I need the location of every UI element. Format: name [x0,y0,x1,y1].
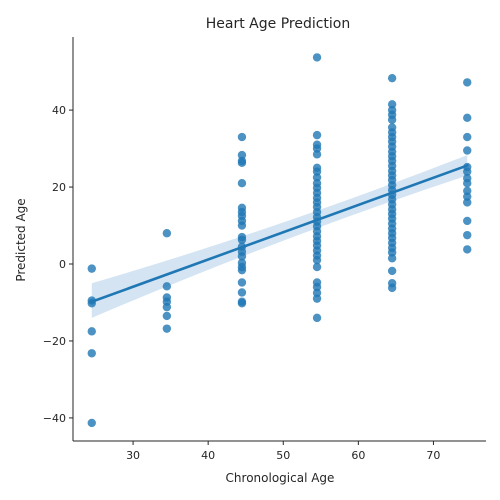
data-point-66 [387,73,397,83]
data-point-14 [237,150,247,160]
y-axis-label: Predicted Age [14,198,28,281]
data-point-3 [87,327,96,336]
data-point-97 [387,248,397,257]
y-tick-label-2: 0 [59,258,66,271]
data-points-layer [87,53,472,428]
data-point-104 [463,132,472,142]
data-point-11 [162,311,172,321]
data-point-0 [87,264,96,273]
data-point-110 [463,186,472,196]
x-tick-label-2: 50 [276,449,290,462]
data-point-6 [162,229,172,238]
data-point-10 [162,302,172,312]
x-axis-label: Chronological Age [226,471,335,485]
data-point-114 [463,230,472,240]
data-point-105 [463,146,472,155]
data-point-67 [387,100,397,109]
regression-line [90,163,469,304]
data-point-27 [237,252,247,261]
data-point-60 [312,262,322,272]
y-tick-label-0: −40 [43,412,66,425]
data-point-62 [312,282,322,292]
data-point-99 [387,266,397,276]
x-tick-label-4: 70 [426,449,440,462]
x-tick-label-1: 40 [201,449,215,462]
data-point-112 [463,198,472,207]
data-point-113 [463,216,472,226]
data-point-5 [87,418,96,428]
axes: 30 40 50 60 70 −40 −20 0 20 40 [43,37,486,462]
data-point-59 [312,255,322,265]
data-point-38 [312,144,322,153]
data-point-35 [312,53,322,62]
data-point-39 [312,150,322,159]
data-point-17 [237,179,247,188]
data-point-101 [387,283,397,293]
y-tick-label-3: 20 [52,181,66,194]
data-point-41 [312,167,322,176]
data-point-4 [87,349,96,358]
data-point-107 [463,167,472,176]
data-point-31 [237,278,247,287]
confidence-band [91,155,468,318]
confidence-band-layer [91,155,468,318]
data-point-70 [387,115,397,124]
data-point-65 [312,313,322,323]
x-tick-label-3: 60 [351,449,365,462]
data-point-13 [237,132,247,142]
data-point-16 [237,158,247,168]
data-point-12 [162,324,172,333]
data-point-109 [463,179,472,188]
data-point-111 [463,192,472,201]
data-point-34 [237,299,247,308]
y-tick-label-1: −20 [43,335,66,348]
data-point-30 [237,265,247,275]
data-point-103 [463,113,472,123]
y-tick-label-4: 40 [52,104,66,117]
regression-line-layer [90,163,469,304]
data-point-7 [162,282,172,291]
data-point-32 [237,288,247,297]
x-tick-label-0: 30 [126,449,140,462]
data-point-115 [463,245,472,254]
data-point-63 [312,288,322,298]
data-point-98 [387,254,397,263]
data-point-24 [237,235,247,244]
data-point-64 [312,294,322,303]
data-point-22 [237,221,247,230]
chart-title: Heart Age Prediction [206,16,351,32]
data-point-36 [312,130,322,140]
data-point-102 [463,78,472,87]
data-point-42 [312,173,322,182]
